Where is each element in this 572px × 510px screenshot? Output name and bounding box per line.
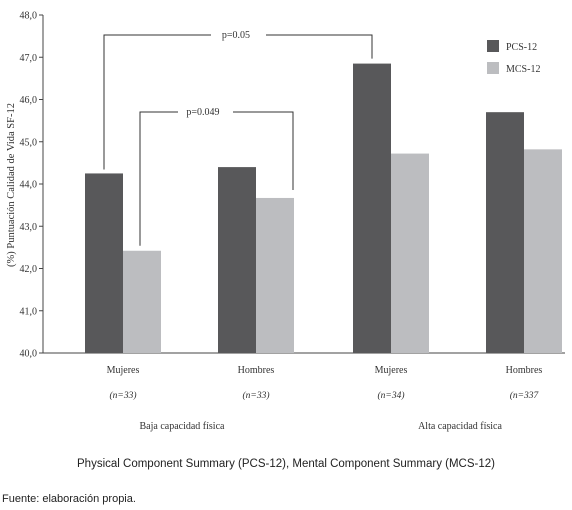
bracket-line — [266, 34, 373, 59]
bar-pcs-12-2 — [218, 167, 256, 353]
chart-bars — [85, 63, 562, 354]
figure-caption: Physical Component Summary (PCS-12), Men… — [77, 458, 495, 470]
y-tick-label: 47,0 — [20, 53, 38, 64]
significance-brackets: p=0.05 p=0.049 — [103, 30, 373, 246]
y-tick-label: 42,0 — [20, 264, 38, 275]
x-axis-labels: Mujeres (n=33) Hombres (n=33) Mujeres (n=34) H… — [107, 365, 543, 432]
x-tick-label: Mujeres — [107, 365, 140, 376]
bar-mcs-12-3 — [391, 153, 429, 353]
y-tick-label: 44,0 — [20, 180, 38, 191]
bracket-line — [233, 111, 294, 190]
n-label: (n=33) — [110, 390, 137, 401]
bar-pcs-12-3 — [353, 63, 391, 354]
x-tick-label: Hombres — [506, 365, 543, 376]
y-tick-label: 46,0 — [20, 95, 38, 106]
y-tick-label: 40,0 — [20, 349, 38, 360]
bar-mcs-12-2 — [256, 197, 294, 353]
n-label: (n=337 — [510, 390, 540, 401]
group-label: Baja capacidad física — [140, 421, 226, 432]
y-axis-title: (%) Puntuación Calidad de Vida SF-12 — [6, 103, 17, 267]
legend-label: MCS-12 — [506, 64, 540, 75]
bar-chart: 40,0 41,0 42,0 43,0 44,0 45,0 46,0 47,0 48,0 p=0… — [6, 11, 565, 432]
bracket-line — [103, 34, 211, 170]
legend-swatch-mcs-12 — [487, 62, 499, 74]
bar-mcs-12-4 — [524, 149, 562, 353]
y-tick-label: 43,0 — [20, 222, 38, 233]
bracket-line — [139, 111, 178, 246]
legend-label: PCS-12 — [506, 42, 537, 53]
bar-mcs-12-1 — [123, 250, 161, 353]
p-value-annotation: p=0.049 — [186, 107, 219, 118]
chart-legend: PCS-12 MCS-12 — [487, 40, 540, 75]
y-tick-label: 41,0 — [20, 306, 38, 317]
bar-pcs-12-1 — [85, 173, 123, 353]
group-label: Alta capacidad física — [418, 421, 502, 432]
p-value-annotation: p=0.05 — [222, 30, 250, 41]
y-tick-label: 48,0 — [20, 11, 38, 22]
legend-swatch-pcs-12 — [487, 40, 499, 52]
bar-pcs-12-4 — [486, 112, 524, 353]
source-note: Fuente: elaboración propia. — [2, 493, 136, 505]
n-label: (n=33) — [243, 390, 270, 401]
n-label: (n=34) — [378, 390, 405, 401]
y-tick-label: 45,0 — [20, 137, 38, 148]
x-tick-label: Mujeres — [375, 365, 408, 376]
x-tick-label: Hombres — [238, 365, 275, 376]
